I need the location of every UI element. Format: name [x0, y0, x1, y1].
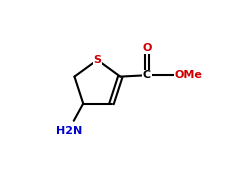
Text: O: O — [142, 43, 152, 53]
Text: H2N: H2N — [56, 126, 83, 136]
Text: C: C — [143, 70, 151, 80]
Text: OMe: OMe — [174, 70, 202, 80]
Text: S: S — [93, 55, 101, 65]
